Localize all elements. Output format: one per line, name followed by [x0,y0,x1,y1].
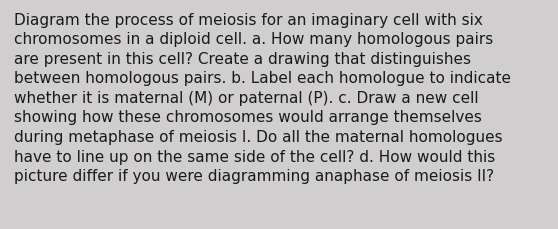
Text: Diagram the process of meiosis for an imaginary cell with six
chromosomes in a d: Diagram the process of meiosis for an im… [14,13,511,183]
